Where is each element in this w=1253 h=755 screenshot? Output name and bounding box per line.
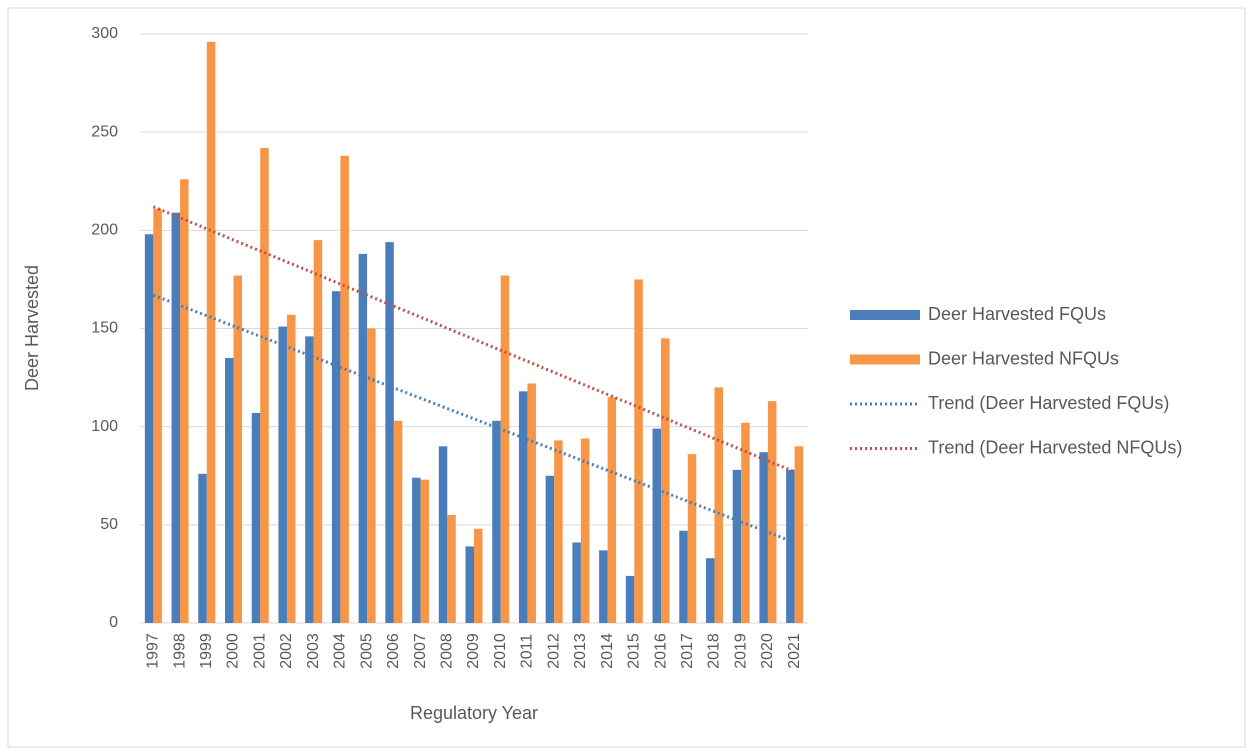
bar — [260, 147, 269, 623]
legend-label: Trend (Deer Harvested FQUs) — [928, 393, 1169, 413]
bar — [545, 475, 555, 623]
x-tick-label: 2021 — [786, 633, 803, 669]
bar — [474, 528, 483, 623]
x-tick-label: 2017 — [679, 633, 696, 669]
x-tick-label: 2015 — [626, 633, 643, 669]
bar — [331, 291, 341, 623]
bar — [607, 397, 617, 623]
x-tick-label: 2008 — [438, 633, 455, 669]
y-tick-label: 0 — [109, 614, 118, 631]
x-tick-label: 2010 — [492, 633, 509, 669]
bar — [465, 546, 474, 623]
x-tick-label: 2005 — [358, 633, 375, 669]
x-tick-label: 2009 — [465, 633, 482, 669]
legend-swatch — [850, 310, 920, 320]
bar — [599, 550, 608, 623]
bar — [278, 326, 287, 623]
x-tick-label: 2018 — [706, 633, 723, 669]
x-tick-label: 1997 — [145, 633, 162, 669]
legend-swatch — [850, 354, 920, 365]
bar — [233, 275, 243, 623]
bar — [385, 242, 394, 623]
bar — [661, 338, 670, 623]
bar — [679, 530, 688, 623]
bar — [144, 234, 154, 623]
legend-label: Trend (Deer Harvested NFQUs) — [928, 437, 1182, 457]
bar — [367, 328, 376, 623]
bar — [340, 155, 349, 623]
bar — [153, 208, 162, 623]
bar — [500, 275, 510, 623]
bar — [206, 41, 216, 623]
y-tick-label: 150 — [91, 320, 118, 337]
bar — [438, 446, 448, 623]
x-tick-label: 2014 — [599, 633, 616, 669]
y-tick-label: 50 — [100, 516, 118, 533]
y-tick-label: 250 — [91, 123, 118, 140]
x-tick-label: 2011 — [519, 634, 536, 669]
legend-label: Deer Harvested NFQUs — [928, 348, 1119, 368]
x-tick-label: 2013 — [572, 633, 589, 669]
bar — [518, 391, 528, 623]
bar — [554, 440, 563, 623]
bar — [634, 279, 643, 623]
y-axis-title: Deer Harvested — [22, 265, 42, 391]
bar — [251, 412, 261, 623]
x-tick-label: 2003 — [305, 633, 322, 669]
bar — [393, 420, 403, 623]
bar — [687, 454, 697, 623]
bar — [759, 452, 768, 623]
x-tick-label: 2016 — [652, 633, 669, 669]
bar — [732, 469, 742, 623]
bar — [580, 438, 590, 623]
bar — [286, 314, 296, 623]
bar — [447, 515, 456, 623]
bar — [794, 446, 804, 623]
bar — [572, 542, 581, 623]
x-tick-label: 2001 — [251, 633, 268, 669]
bar — [412, 477, 421, 623]
y-tick-label: 100 — [91, 418, 118, 435]
x-tick-label: 2006 — [385, 633, 402, 669]
x-axis-title: Regulatory Year — [410, 703, 538, 723]
x-tick-label: 2007 — [412, 633, 429, 669]
bar — [786, 469, 795, 623]
bar — [198, 473, 207, 623]
bar — [313, 240, 323, 623]
y-tick-label: 200 — [91, 222, 118, 239]
y-tick-label: 300 — [91, 25, 118, 42]
bar — [767, 401, 777, 623]
x-tick-label: 2012 — [545, 633, 562, 669]
x-tick-label: 2020 — [759, 633, 776, 669]
bar — [741, 422, 750, 623]
x-tick-label: 2019 — [732, 633, 749, 669]
trend-line — [152, 205, 796, 474]
bar — [305, 336, 314, 623]
bar — [225, 357, 234, 623]
bar — [652, 428, 662, 623]
bar — [625, 575, 635, 623]
legend-label: Deer Harvested FQUs — [928, 304, 1106, 324]
x-tick-label: 2000 — [225, 633, 242, 669]
bar — [492, 420, 501, 623]
x-tick-label: 1998 — [171, 633, 188, 669]
x-tick-label: 2002 — [278, 633, 295, 669]
bar — [705, 558, 715, 623]
x-tick-label: 1999 — [198, 633, 215, 669]
bar — [527, 383, 536, 623]
bar — [171, 212, 181, 623]
bar — [180, 179, 189, 623]
x-tick-label: 2004 — [332, 633, 349, 669]
bar — [714, 387, 723, 623]
bar — [358, 253, 368, 624]
bar — [420, 479, 430, 623]
